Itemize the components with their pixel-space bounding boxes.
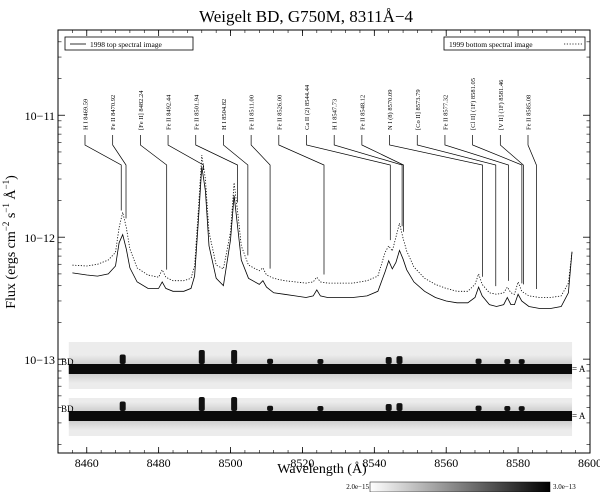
line-id-leader [361, 135, 404, 232]
line-id-label: Fe II 8585.08 [526, 95, 533, 130]
line-id-label: Fe II 8492.44 [166, 94, 173, 130]
spectral-image-emission-knot [317, 405, 324, 411]
line-id-leader [527, 135, 537, 290]
x-tick-label: 8580 [506, 456, 530, 470]
colorbar: 2.0e−15 3.0e−13 [346, 481, 576, 492]
spectral-image-emission-knot [267, 358, 274, 364]
line-id-leader [167, 135, 204, 170]
spectral-images: BD = A BD = A [61, 342, 586, 436]
spectral-image-emission-knot [317, 358, 324, 364]
plot-frame [57, 29, 591, 454]
legend-left: 1998 top spectral image [64, 36, 194, 51]
spectral-image-trace [68, 411, 573, 421]
spectral-image-left-label: BD [61, 357, 74, 367]
x-tick-label: 8560 [434, 456, 458, 470]
line-id-label: H I 8469.59 [83, 99, 90, 130]
spectral-image-emission-knot [119, 354, 126, 364]
spectral-image-emission-knot [475, 358, 482, 364]
spectral-image-emission-knot [119, 401, 126, 411]
line-id-leader [278, 135, 325, 275]
line-id-label: Fe II 8501.94 [193, 94, 200, 130]
line-id-leader [472, 135, 523, 284]
line-id-label: Ca II (2) 8544.44 [304, 84, 311, 130]
line-id-label: H I 8504.82 [221, 99, 228, 130]
legend-right: 1999 bottom spectral image [443, 36, 586, 51]
line-id-label: Fe II 8511.00 [249, 95, 256, 130]
y-tick-label: 10−11 [25, 109, 55, 123]
line-identifications: H I 8469.59 Fe II 8470.92 [Fe II] 8482.24 F… [83, 78, 537, 290]
line-id-label: Fe II 8526.00 [276, 95, 283, 130]
legend-left-label: 1998 top spectral image [90, 40, 163, 49]
line-id-leader [389, 135, 483, 277]
line-id-leader [250, 135, 271, 269]
spectral-image-emission-knot [385, 404, 392, 411]
line-id-label: Fe II 8548.12 [359, 95, 366, 130]
line-id-leader [444, 135, 509, 281]
colorbar-min-label: 2.0e−15 [346, 483, 369, 491]
y-tick-label: 10−12 [24, 231, 55, 245]
series-1998-line [72, 166, 573, 309]
spectral-image-emission-knot [267, 405, 274, 411]
chart-title: Weigelt BD, G750M, 8311Å−4 [199, 7, 413, 26]
spectral-image-emission-knot [475, 405, 482, 411]
y-axis-label: Flux (ergs cm−2 s−1 Å−1) [1, 175, 19, 309]
spectral-image-right-label: = A [572, 364, 586, 374]
series-1999-line [72, 155, 573, 298]
spectral-image-trace [68, 364, 573, 374]
line-id-label: [Cl II] (1F) 8581.05 [470, 78, 477, 130]
line-id-label: [Fe II] 8482.24 [138, 90, 145, 130]
line-id-leader [499, 135, 524, 285]
series-layer [72, 155, 573, 309]
colorbar-max-label: 3.0e−13 [553, 483, 576, 491]
line-id-label: H I 8547.73 [332, 99, 339, 130]
line-id-leader [84, 135, 122, 211]
line-id-label: [V II] (1F) 8581.46 [498, 79, 505, 130]
y-tick-label: 10−13 [24, 353, 55, 367]
line-id-leader [223, 135, 249, 256]
line-id-label: Fe II 8470.92 [110, 95, 117, 130]
x-tick-label: 8520 [290, 456, 314, 470]
spectral-image-emission-knot [198, 397, 205, 411]
line-id-label: [Co II] 8573.79 [415, 89, 422, 130]
x-tick-label: 8480 [147, 456, 171, 470]
x-tick-label: 8500 [219, 456, 243, 470]
line-id-leader [333, 135, 403, 227]
line-id-leader [112, 135, 127, 219]
legend-right-label: 1999 bottom spectral image [449, 40, 533, 49]
axes-layer: 8460 8480 8500 8520 8540 8560 8580 8600 10−11 10−… [24, 29, 600, 470]
spectral-image-emission-knot [198, 350, 205, 364]
spectral-image-emission-knot [518, 406, 525, 411]
x-tick-label: 8460 [75, 456, 99, 470]
spectral-image-left-label: BD [61, 404, 74, 414]
spectral-image-right-label: = A [572, 411, 586, 421]
spectral-image-emission-knot [396, 403, 403, 411]
spectral-image-emission-knot [518, 359, 525, 364]
line-id-label: N I (8) 8570.09 [387, 90, 394, 130]
spectral-image-emission-knot [231, 397, 238, 411]
line-id-leader [195, 135, 238, 203]
line-id-label: Fe II 8577.32 [442, 95, 449, 130]
spectral-image-emission-knot [231, 350, 238, 364]
spectral-image-emission-knot [396, 356, 403, 364]
x-tick-label: 8540 [362, 456, 386, 470]
line-id-leader [416, 135, 497, 287]
spectral-image-emission-knot [504, 406, 511, 411]
x-axis-label: Wavelength (Å) [277, 461, 367, 477]
spectral-image-emission-knot [504, 359, 511, 364]
x-tick-label: 8600 [578, 456, 600, 470]
line-id-leader [140, 135, 168, 270]
spectral-image-emission-knot [385, 357, 392, 364]
line-id-leader [306, 135, 391, 241]
